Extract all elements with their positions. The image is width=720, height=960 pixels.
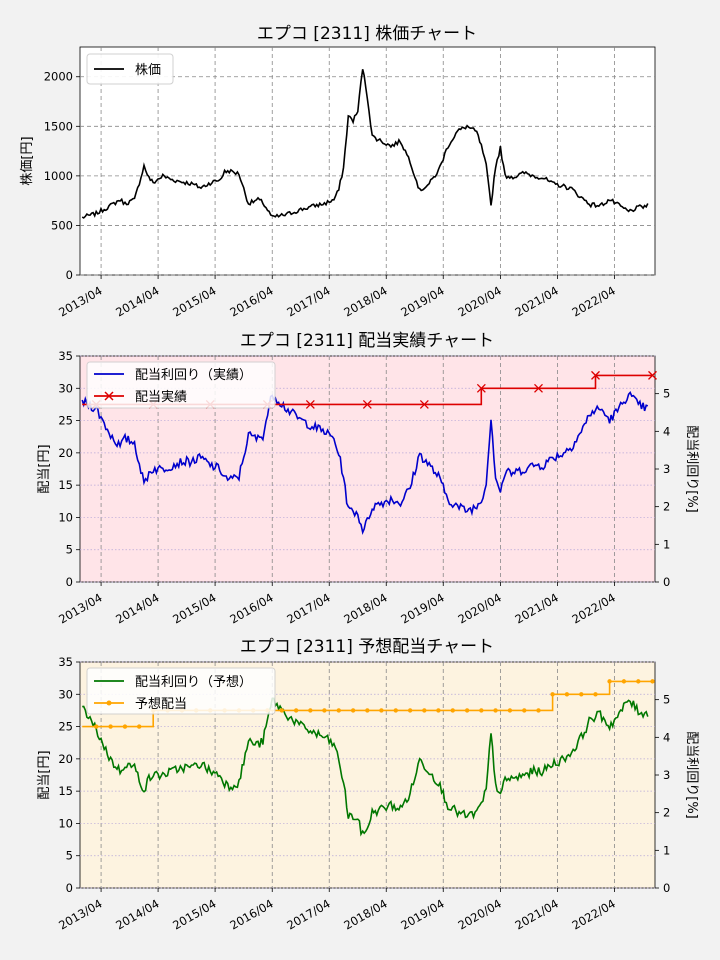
forecast-dividend-point: [593, 692, 598, 697]
forecast-dividend-point: [507, 708, 513, 713]
y-tick-label: 2000: [44, 70, 73, 84]
forecast-dividend-point: [479, 708, 484, 713]
forecast-dividend-point: [621, 679, 627, 684]
actual-dividend-point: [419, 399, 429, 409]
y-tick-label: 5: [66, 543, 73, 557]
forecast-dividend-point: [450, 708, 455, 713]
y2-tick-label: 2: [663, 500, 670, 514]
forecast-yield-y2-axis-label: 配当利回り[%]: [684, 731, 699, 819]
forecast-dividend-point: [550, 692, 555, 697]
actual-dividend-chart-panel: エプコ [2311] 配当実績チャート 2013/04 2014/04 2015/0…: [37, 331, 699, 626]
y-tick-label: 0: [66, 268, 73, 282]
forecast-dividend-legend-marker: [106, 700, 112, 706]
forecast-dividend-y-axis-label: 配当[円]: [37, 750, 52, 799]
forecast-dividend-chart-panel: エプコ [2311] 予想配当チャート 2013/04 2014/04 2015/0…: [37, 637, 699, 932]
price-plot-area: [79, 46, 656, 276]
forecast-dividend-point: [650, 679, 655, 684]
y-tick-label: 1500: [44, 119, 73, 133]
forecast-yield-line: [82, 697, 649, 837]
actual-yield-y2-axis-label: 配当利回り[%]: [684, 425, 699, 513]
y2-tick-label: 3: [663, 768, 670, 782]
price-legend: 株価: [86, 53, 174, 85]
forecast-dividend-point: [379, 708, 384, 713]
y-tick-label: 0: [66, 575, 73, 589]
forecast-dividend-point: [122, 724, 128, 729]
price-line: [81, 69, 649, 219]
forecast-dividend-point: [436, 708, 441, 713]
y-tick-label: 0: [66, 881, 73, 895]
price-y-axis-label: 株価[円]: [20, 136, 35, 185]
y-tick-label: 35: [58, 655, 73, 669]
actual-dividend-point: [305, 399, 315, 409]
y2-tick-label: 5: [663, 693, 670, 707]
y-tick-label: 30: [58, 687, 73, 701]
y-tick-label: 25: [58, 414, 73, 428]
y2-tick-label: 2: [663, 806, 670, 820]
forecast-dividend-point: [136, 724, 142, 729]
actual-dividend-point: [591, 370, 600, 380]
actual-dividend-chart-title: エプコ [2311] 配当実績チャート: [240, 331, 494, 351]
y2-tick-label: 4: [663, 424, 670, 438]
forecast-dividend-legend-label: 予想配当: [135, 696, 187, 712]
y2-tick-label: 5: [663, 387, 670, 401]
forecast-dividend-point: [350, 708, 356, 713]
forecast-dividend-point: [422, 708, 427, 713]
forecast-dividend-point: [94, 724, 99, 729]
forecast-dividend-point: [564, 692, 570, 697]
y-tick-label: 35: [58, 349, 73, 363]
forecast-dividend-point: [407, 708, 413, 713]
y2-tick-label: 0: [663, 881, 670, 895]
actual-dividend-legend-marker: [104, 391, 114, 401]
forecast-dividend-chart-title: エプコ [2311] 予想配当チャート: [240, 637, 494, 657]
forecast-dividend-point: [464, 708, 470, 713]
forecast-dividend-point: [108, 724, 113, 729]
y-tick-label: 5: [66, 849, 73, 863]
actual-dividend-point: [476, 383, 486, 393]
y2-tick-label: 1: [663, 537, 670, 551]
y-tick-label: 1000: [44, 169, 73, 183]
actual-yield-legend-label: 配当利回り（実績）: [135, 367, 252, 383]
y-tick-label: 10: [58, 816, 73, 830]
y-tick-label: 20: [58, 752, 73, 766]
forecast-dividend-point: [279, 708, 284, 713]
forecast-dividend-point: [365, 708, 370, 713]
price-chart-panel: エプコ [2311] 株価チャート 2013/04 2014/04 2015/04 2…: [20, 24, 656, 319]
actual-dividend-point: [362, 399, 372, 409]
y-tick-label: 10: [58, 510, 73, 524]
forecast-dividend-point: [636, 679, 641, 684]
y2-tick-label: 4: [663, 730, 670, 744]
actual-yield-line: [81, 391, 649, 536]
forecast-dividend-point: [607, 679, 612, 684]
forecast-dividend-point: [393, 708, 398, 713]
actual-dividend-point: [534, 383, 543, 393]
forecast-dividend-point: [493, 708, 498, 713]
actual-dividend-y-axis-label: 配当[円]: [37, 444, 52, 493]
y2-tick-label: 1: [663, 843, 670, 857]
forecast-dividend-point: [308, 708, 313, 713]
price-chart-title: エプコ [2311] 株価チャート: [257, 24, 477, 44]
y-tick-label: 500: [51, 218, 73, 232]
forecast-dividend-point: [322, 708, 327, 713]
forecast-dividend-point: [336, 708, 341, 713]
forecast-dividend-point: [522, 708, 527, 713]
y-tick-label: 15: [58, 784, 73, 798]
y-tick-label: 20: [58, 446, 73, 460]
actual-dividend-legend: 配当利回り（実績） 配当実績: [86, 361, 276, 409]
y-tick-label: 25: [58, 720, 73, 734]
actual-dividend-point: [648, 370, 657, 380]
forecast-dividend-point: [536, 708, 541, 713]
forecast-dividend-point: [293, 708, 299, 713]
forecast-dividend-legend: 配当利回り（予想） 予想配当: [86, 667, 276, 715]
y-tick-label: 15: [58, 478, 73, 492]
forecast-dividend-point: [579, 692, 584, 697]
price-legend-label: 株価: [135, 63, 161, 78]
forecast-yield-legend-label: 配当利回り（予想）: [135, 674, 252, 690]
actual-dividend-legend-label: 配当実績: [135, 389, 187, 405]
y-tick-label: 30: [58, 381, 73, 395]
y2-tick-label: 3: [663, 462, 670, 476]
y2-tick-label: 0: [663, 575, 670, 589]
